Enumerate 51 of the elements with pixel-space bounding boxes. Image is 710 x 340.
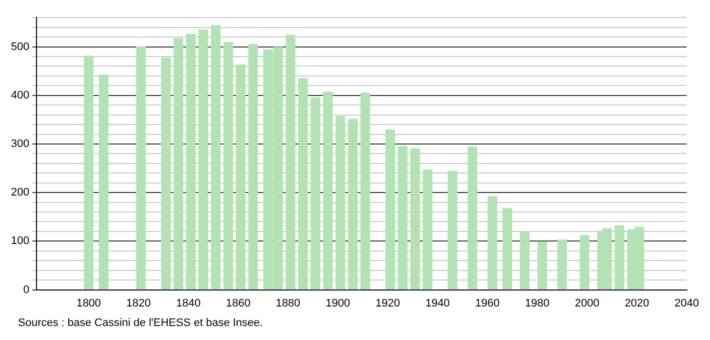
bar — [468, 146, 478, 290]
bar — [398, 146, 408, 290]
bar — [174, 38, 184, 290]
x-tick-label: 1980 — [525, 297, 550, 310]
bar — [84, 56, 94, 290]
y-tick-label: 300 — [10, 138, 30, 150]
bar — [580, 235, 590, 290]
y-tick-label: 500 — [10, 40, 30, 53]
x-tick-label: 1940 — [425, 297, 450, 310]
y-tick-label: 200 — [10, 186, 30, 199]
x-tick-label: 2000 — [574, 297, 600, 310]
x-tick-label: 2040 — [674, 297, 700, 310]
x-tick-label: 1900 — [326, 297, 350, 310]
bar — [223, 42, 234, 290]
bar — [198, 29, 208, 290]
x-tick-label: 1860 — [226, 297, 250, 310]
x-tick-label: 1840 — [176, 297, 201, 310]
bar — [360, 92, 370, 290]
bar — [136, 46, 146, 290]
bar — [336, 116, 346, 290]
bar — [98, 74, 108, 290]
bar — [520, 231, 530, 290]
x-tick-label: 2020 — [624, 297, 650, 310]
bar — [248, 44, 258, 290]
bar — [410, 148, 420, 290]
bar — [186, 34, 196, 290]
bar — [448, 170, 458, 290]
bar — [537, 241, 548, 290]
bar — [323, 92, 333, 290]
x-tick-label: 1820 — [126, 297, 151, 310]
bar — [236, 64, 246, 290]
bar — [348, 118, 358, 290]
bar — [422, 169, 432, 290]
bar — [385, 130, 396, 290]
bar — [557, 239, 567, 290]
bar — [310, 97, 320, 290]
bar — [286, 34, 296, 290]
x-tick-label: 1960 — [475, 297, 500, 310]
bar — [161, 58, 171, 290]
bar — [298, 78, 308, 290]
x-tick-label: 1800 — [76, 297, 101, 310]
source-note: Sources : base Cassini de l'EHESS et base Insee. — [18, 317, 264, 329]
y-tick-label: 0 — [23, 284, 30, 296]
bar — [502, 208, 512, 290]
y-tick-label: 400 — [10, 89, 30, 102]
bar — [614, 225, 624, 290]
x-tick-label: 1920 — [375, 297, 400, 310]
bar — [488, 196, 498, 290]
y-tick-label: 100 — [10, 235, 30, 248]
x-tick-label: 1880 — [276, 297, 300, 310]
bar — [210, 25, 221, 290]
